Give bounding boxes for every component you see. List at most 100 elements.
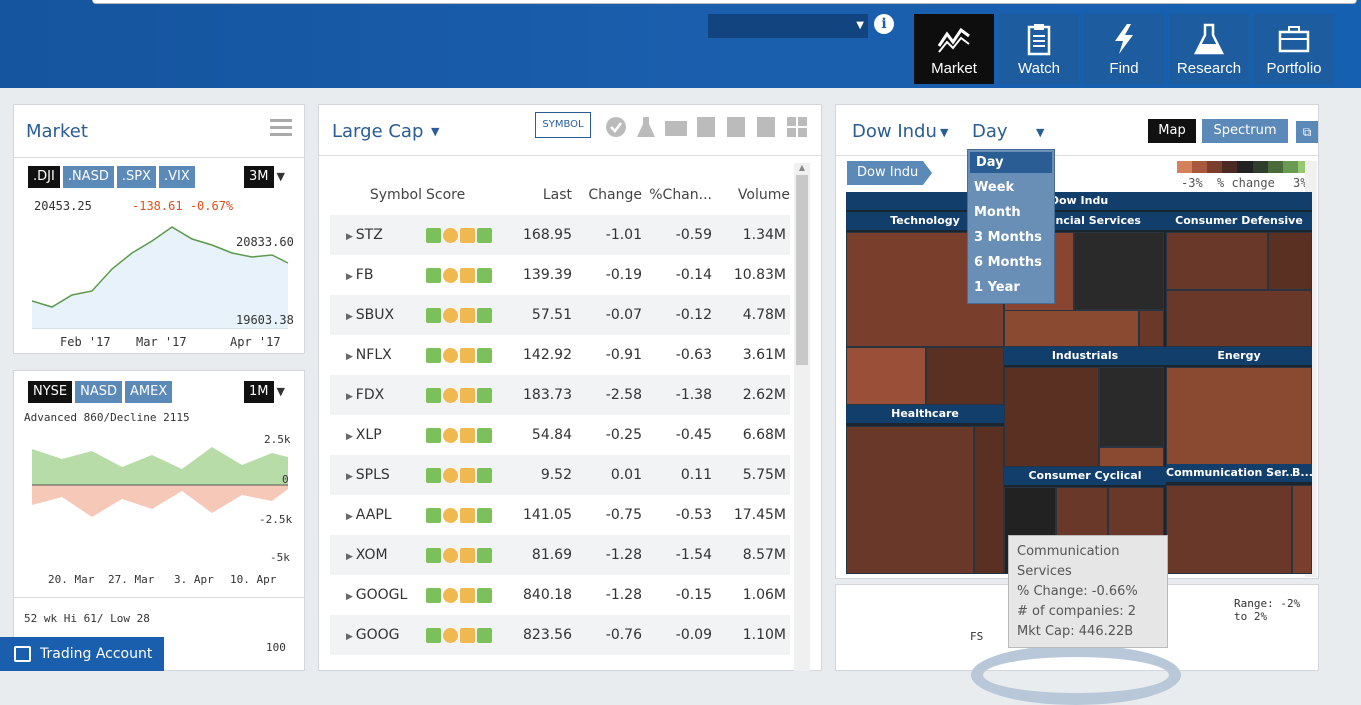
- table-row[interactable]: ▶ FB 139.39 -0.19 -0.14 10.83M: [330, 255, 790, 295]
- treemap-cell[interactable]: [1004, 310, 1139, 347]
- sector-header[interactable]: Technology: [846, 212, 1004, 230]
- period-option[interactable]: 6 Months: [974, 255, 1042, 270]
- table-row[interactable]: ▶ GOOG 823.56 -0.76 -0.09 1.10M: [330, 615, 790, 655]
- last-cell: 9.52: [512, 455, 572, 495]
- popout-icon[interactable]: ⧉: [1296, 121, 1318, 143]
- nav-watch-button[interactable]: Watch: [999, 14, 1079, 84]
- table-row[interactable]: ▶ GOOGL 840.18 -1.28 -0.15 1.06M: [330, 575, 790, 615]
- period-option[interactable]: Month: [974, 205, 1021, 220]
- treemap-cell[interactable]: [974, 426, 1004, 574]
- list-title[interactable]: Large Cap: [332, 121, 424, 142]
- table-row[interactable]: ▶ STZ 168.95 -1.01 -0.59 1.34M: [330, 215, 790, 255]
- heatmap-period-select[interactable]: Day: [972, 121, 1008, 142]
- exchange-nasd-tab[interactable]: NASD: [75, 381, 123, 403]
- map-button[interactable]: Map: [1148, 119, 1196, 143]
- exchange-nyse-tab[interactable]: NYSE: [28, 381, 73, 403]
- expand-icon[interactable]: ▶: [346, 592, 356, 602]
- col-header[interactable]: %Chan...: [649, 187, 712, 203]
- symbol-button[interactable]: SYMBOL: [535, 112, 591, 138]
- treemap-cell[interactable]: [846, 426, 974, 574]
- period-option[interactable]: Week: [974, 180, 1015, 195]
- breadth-panel: NYSE NASD AMEX 1M ▼ Advanced 860/Decline 21…: [13, 370, 306, 671]
- sector-header[interactable]: B...: [1292, 464, 1312, 482]
- treemap-cell[interactable]: [1292, 485, 1312, 574]
- menu-icon[interactable]: [270, 119, 292, 136]
- treemap-cell[interactable]: [1099, 367, 1164, 447]
- sector-header[interactable]: Healthcare: [846, 405, 1004, 423]
- momentum-icon: [443, 467, 458, 483]
- sector-header[interactable]: Consumer Cyclical: [1004, 467, 1166, 485]
- table-row[interactable]: ▶ SPLS 9.52 0.01 0.11 5.75M: [330, 455, 790, 495]
- expand-icon[interactable]: ▶: [346, 312, 356, 322]
- treemap-cell[interactable]: [1166, 485, 1292, 574]
- treemap-cell[interactable]: [1074, 232, 1164, 310]
- index-spx-tab[interactable]: .SPX: [116, 166, 156, 188]
- index-vix-tab[interactable]: .VIX: [158, 166, 195, 188]
- sector-header[interactable]: Communication Ser...: [1166, 464, 1292, 482]
- breadcrumb[interactable]: Dow Indu: [847, 161, 923, 185]
- table-row[interactable]: ▶ SBUX 57.51 -0.07 -0.12 4.78M: [330, 295, 790, 335]
- heatmap-index-select[interactable]: Dow Indu: [852, 121, 937, 142]
- volume-icon: [477, 587, 492, 603]
- table-row[interactable]: ▶ XLP 54.84 -0.25 -0.45 6.68M: [330, 415, 790, 455]
- symbol-cell: XOM: [355, 547, 388, 563]
- expand-icon[interactable]: ▶: [346, 272, 356, 282]
- col-header[interactable]: Score: [426, 187, 466, 203]
- expand-icon[interactable]: ▶: [346, 552, 356, 562]
- chevron-down-icon[interactable]: ▼: [276, 170, 285, 183]
- scrollbar[interactable]: ▲: [794, 163, 810, 671]
- sector-header[interactable]: Energy: [1166, 347, 1312, 365]
- table-row[interactable]: ▶ FDX 183.73 -2.58 -1.38 2.62M: [330, 375, 790, 415]
- chevron-down-icon[interactable]: ▼: [431, 125, 440, 138]
- treemap-cell[interactable]: [1004, 367, 1099, 467]
- nav-market-button[interactable]: Market: [914, 14, 994, 84]
- breadth-period-select[interactable]: 1M: [244, 381, 274, 403]
- period-option[interactable]: Day: [970, 152, 1052, 173]
- expand-icon[interactable]: ▶: [346, 232, 356, 242]
- trading-account-button[interactable]: Trading Account: [0, 637, 164, 671]
- table-row[interactable]: ▶ XOM 81.69 -1.28 -1.54 8.57M: [330, 535, 790, 575]
- treemap-cell[interactable]: [926, 347, 1004, 405]
- value-icon: [460, 267, 475, 283]
- info-icon[interactable]: i: [874, 14, 894, 34]
- nav-portfolio-button[interactable]: Portfolio: [1254, 14, 1334, 84]
- expand-icon[interactable]: ▶: [346, 352, 356, 362]
- treemap-cell[interactable]: [1099, 447, 1164, 467]
- col-header[interactable]: Change: [588, 187, 642, 203]
- index-dji-tab[interactable]: .DJI: [28, 166, 60, 188]
- period-select[interactable]: 3M: [244, 166, 274, 188]
- expand-icon[interactable]: ▶: [346, 632, 356, 642]
- expand-icon[interactable]: ▶: [346, 472, 356, 482]
- treemap-cell[interactable]: [1268, 232, 1312, 290]
- treemap-cell[interactable]: [1166, 290, 1312, 347]
- expand-icon[interactable]: ▶: [346, 512, 356, 522]
- col-header[interactable]: Last: [542, 187, 572, 203]
- col-header[interactable]: Symbol: [369, 187, 422, 203]
- exchange-amex-tab[interactable]: AMEX: [125, 381, 173, 403]
- treemap-cell[interactable]: [1166, 367, 1312, 467]
- expand-icon[interactable]: ▶: [346, 432, 356, 442]
- treemap-cell[interactable]: [1166, 232, 1268, 290]
- table-row[interactable]: ▶ AAPL 141.05 -0.75 -0.53 17.45M: [330, 495, 790, 535]
- period-option[interactable]: 1 Year: [974, 280, 1020, 295]
- nav-research-button[interactable]: Research: [1169, 14, 1249, 84]
- trend-icon: [426, 627, 441, 643]
- sector-header[interactable]: Industrials: [1004, 347, 1166, 365]
- chevron-down-icon[interactable]: ▼: [940, 126, 949, 139]
- chevron-down-icon[interactable]: ▼: [276, 385, 285, 398]
- col-header[interactable]: Volume: [737, 187, 790, 203]
- period-option[interactable]: 3 Months: [974, 230, 1042, 245]
- account-select[interactable]: ▼: [708, 14, 868, 38]
- nav-find-button[interactable]: Find: [1084, 14, 1164, 84]
- table-row[interactable]: ▶ NFLX 142.92 -0.91 -0.63 3.61M: [330, 335, 790, 375]
- pct-change-cell: 0.11: [642, 455, 712, 495]
- browser-url-bar[interactable]: [92, 0, 1357, 4]
- change-cell: -1.28: [572, 535, 642, 575]
- treemap-cell[interactable]: [846, 347, 926, 405]
- index-nasd-tab[interactable]: .NASD: [62, 166, 114, 188]
- spectrum-button[interactable]: Spectrum: [1202, 119, 1288, 143]
- chevron-down-icon[interactable]: ▼: [1036, 126, 1045, 139]
- expand-icon[interactable]: ▶: [346, 392, 356, 402]
- sector-header[interactable]: Consumer Defensive: [1166, 212, 1312, 230]
- treemap-cell[interactable]: [1139, 310, 1164, 347]
